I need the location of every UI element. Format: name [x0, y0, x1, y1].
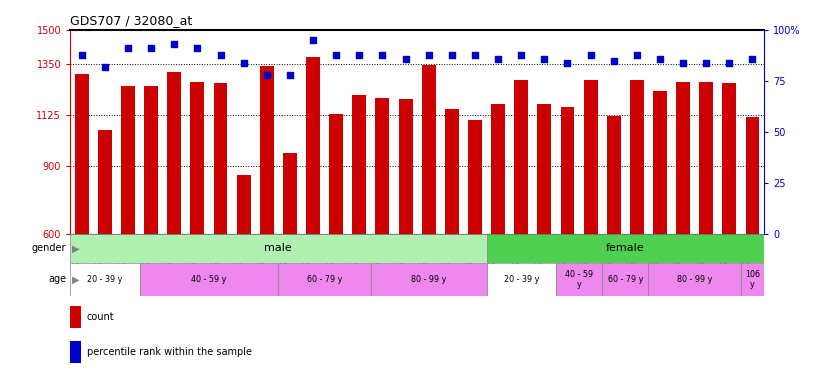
Point: [676, 60, 690, 66]
Bar: [70, 262, 140, 296]
Text: 20 - 39 y: 20 - 39 y: [88, 275, 122, 284]
Bar: [602, 262, 648, 296]
Bar: [306, 57, 320, 234]
Bar: [630, 80, 643, 234]
Bar: [70, 341, 81, 363]
Point: [515, 51, 528, 57]
Bar: [168, 72, 181, 234]
Text: female: female: [606, 243, 644, 254]
Bar: [191, 82, 204, 234]
Point: [168, 41, 181, 47]
Point: [723, 60, 736, 66]
Bar: [214, 83, 227, 234]
Point: [422, 51, 435, 57]
Point: [561, 60, 574, 66]
Text: ▶: ▶: [72, 274, 79, 284]
Bar: [515, 80, 528, 234]
Bar: [70, 306, 81, 328]
Bar: [237, 176, 250, 234]
Bar: [145, 86, 158, 234]
Point: [353, 51, 366, 57]
Bar: [330, 114, 343, 234]
Bar: [121, 86, 135, 234]
Text: 20 - 39 y: 20 - 39 y: [504, 275, 539, 284]
Point: [607, 58, 620, 64]
Bar: [445, 110, 458, 234]
Text: 40 - 59 y: 40 - 59 y: [192, 275, 226, 284]
Text: GDS707 / 32080_at: GDS707 / 32080_at: [70, 15, 192, 27]
Bar: [399, 99, 412, 234]
Point: [376, 51, 389, 57]
Bar: [468, 120, 482, 234]
Bar: [556, 262, 602, 296]
Bar: [371, 262, 487, 296]
Text: count: count: [87, 312, 114, 322]
Point: [491, 56, 505, 62]
Point: [630, 51, 643, 57]
Bar: [487, 234, 764, 262]
Text: percentile rank within the sample: percentile rank within the sample: [87, 347, 252, 357]
Bar: [353, 95, 366, 234]
Bar: [278, 262, 371, 296]
Bar: [561, 107, 574, 234]
Text: male: male: [264, 243, 292, 254]
Point: [700, 60, 713, 66]
Bar: [538, 104, 551, 234]
Point: [399, 56, 412, 62]
Point: [306, 37, 320, 43]
Bar: [487, 262, 556, 296]
Point: [121, 45, 135, 51]
Point: [191, 45, 204, 51]
Point: [283, 72, 297, 78]
Text: 60 - 79 y: 60 - 79 y: [608, 275, 643, 284]
Point: [237, 60, 250, 66]
Text: ▶: ▶: [72, 243, 79, 254]
Bar: [491, 104, 505, 234]
Bar: [607, 116, 620, 234]
Point: [75, 51, 88, 57]
Text: 106
y: 106 y: [745, 270, 760, 289]
Bar: [700, 82, 713, 234]
Text: 80 - 99 y: 80 - 99 y: [411, 275, 446, 284]
Point: [214, 51, 227, 57]
Point: [746, 56, 759, 62]
Text: 60 - 79 y: 60 - 79 y: [307, 275, 342, 284]
Point: [468, 51, 482, 57]
Point: [330, 51, 343, 57]
Text: 40 - 59
y: 40 - 59 y: [565, 270, 593, 289]
Bar: [260, 66, 273, 234]
Point: [445, 51, 458, 57]
Text: age: age: [48, 274, 66, 284]
Bar: [70, 234, 487, 262]
Point: [98, 64, 112, 70]
Bar: [741, 262, 764, 296]
Bar: [648, 262, 741, 296]
Bar: [653, 92, 667, 234]
Bar: [723, 83, 736, 234]
Bar: [676, 82, 690, 234]
Text: 80 - 99 y: 80 - 99 y: [677, 275, 712, 284]
Bar: [746, 117, 759, 234]
Bar: [283, 153, 297, 234]
Bar: [584, 80, 597, 234]
Point: [538, 56, 551, 62]
Point: [260, 72, 273, 78]
Bar: [376, 98, 389, 234]
Bar: [98, 130, 112, 234]
Point: [145, 45, 158, 51]
Bar: [75, 74, 88, 234]
Point: [653, 56, 667, 62]
Bar: [422, 65, 435, 234]
Bar: [140, 262, 278, 296]
Point: [584, 51, 597, 57]
Text: gender: gender: [31, 243, 66, 254]
